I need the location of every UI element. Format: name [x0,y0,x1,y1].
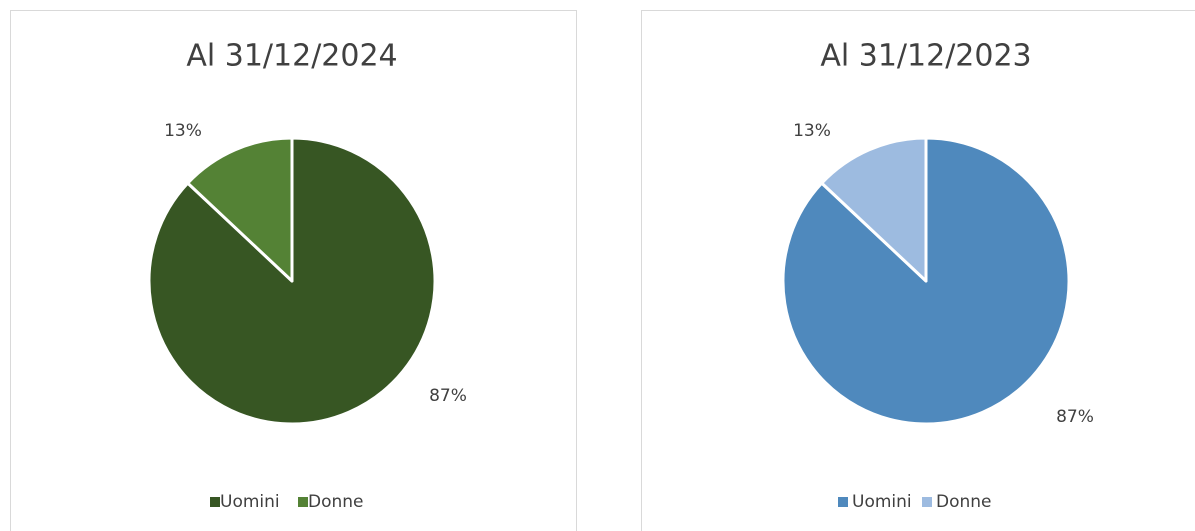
pie-slice [186,136,294,283]
data-label: 87% [429,386,467,406]
chart-title: Al 31/12/2024 [186,39,397,74]
legend-swatch [210,497,220,507]
chart-title: Al 31/12/2023 [820,39,1031,74]
legend-label: Donne [308,492,364,512]
panel-frame [641,10,1195,531]
legend-swatch [838,497,848,507]
pie-slice [781,136,1071,426]
legend-swatch [922,497,932,507]
legend-label: Uomini [220,492,280,512]
chart-panel: Al 31/12/2024 87% 13% Uomini Donne [10,10,577,531]
pie-slice [147,136,437,426]
pie-slice [820,136,928,283]
data-label: 13% [164,121,202,141]
legend-label: Donne [936,492,992,512]
legend-swatch [298,497,308,507]
chart-panel: Al 31/12/2023 87% 13% Uomini Donne [641,10,1195,531]
data-label: 87% [1056,407,1094,427]
legend-label: Uomini [852,492,912,512]
panel-frame [10,10,577,531]
data-label: 13% [793,121,831,141]
